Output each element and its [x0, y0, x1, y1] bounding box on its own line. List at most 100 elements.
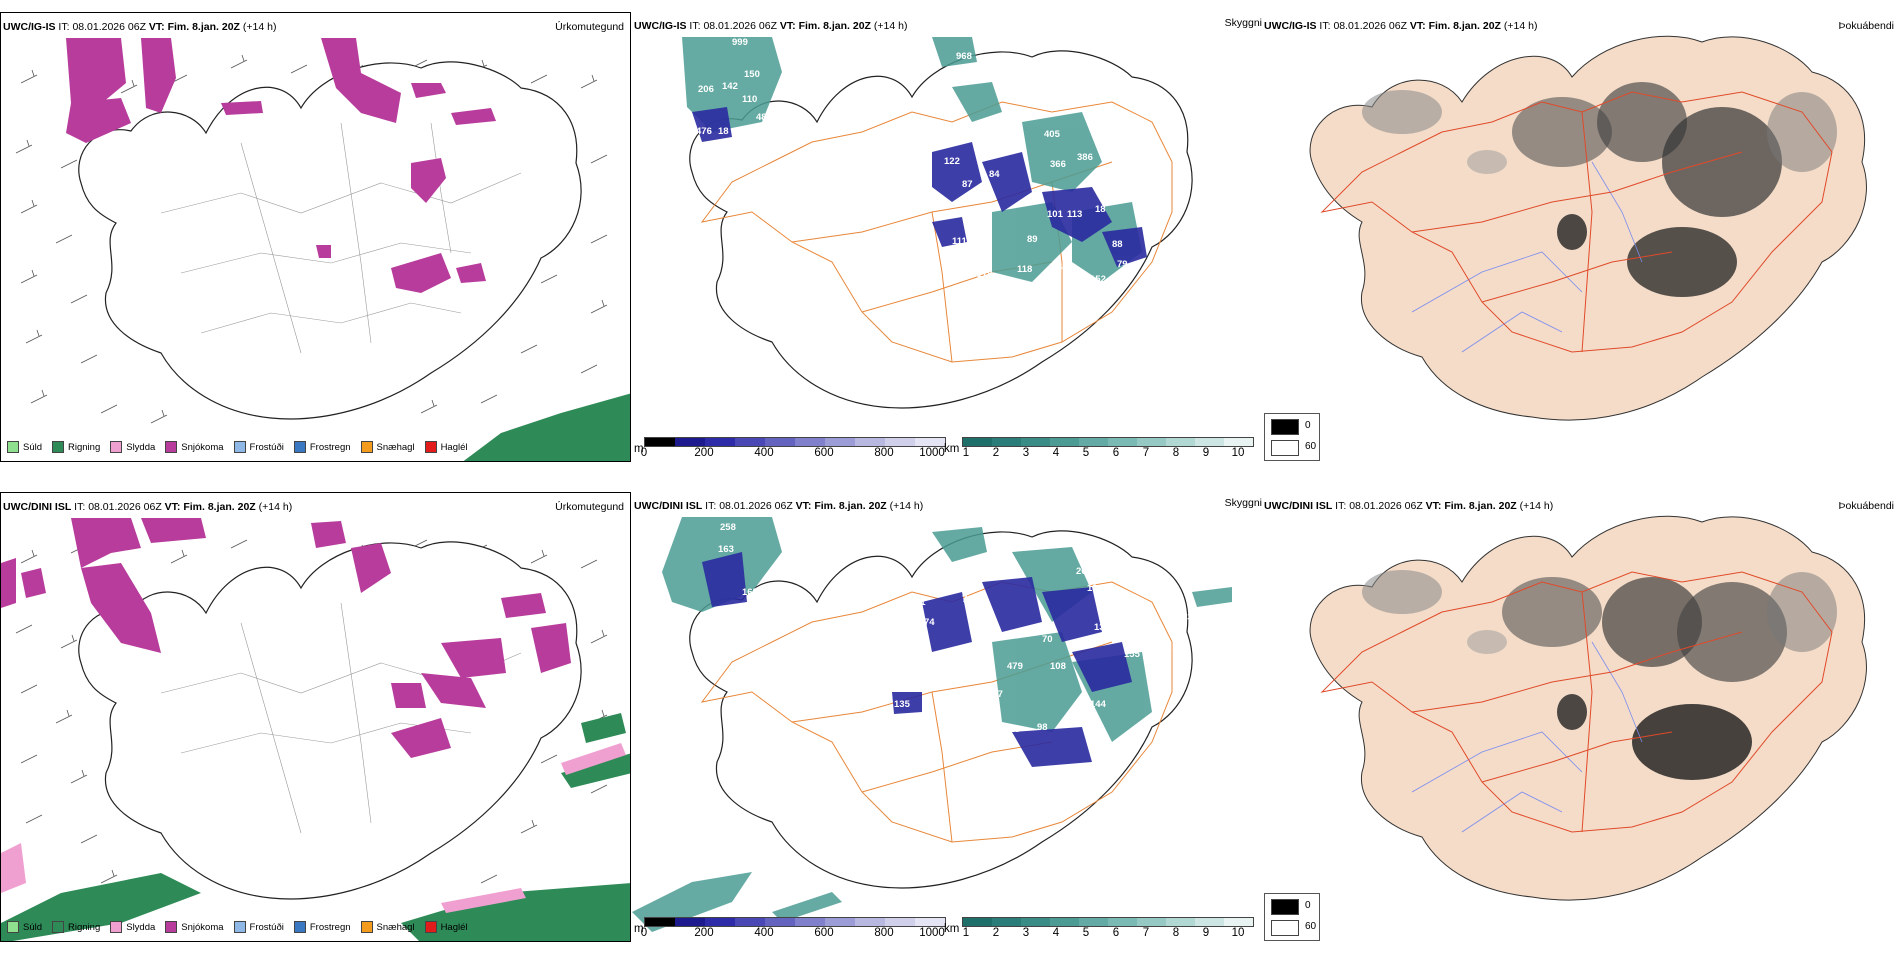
legend-item-snjokoma: Snjókoma — [165, 441, 224, 453]
vis-value: 479 — [1007, 661, 1023, 672]
legend-item-haglel: Haglél — [424, 441, 468, 453]
colorbar-tick: 1000 — [919, 927, 945, 939]
vis-value: 128 — [1004, 724, 1020, 735]
precip-type-panel-top: UWC/IG-IS IT: 08.01.2026 06Z VT: Fim. 8.… — [0, 12, 631, 462]
vis-value: 155 — [1124, 649, 1141, 660]
vis-value: 165 — [742, 587, 759, 598]
fog-panel-top: UWC/IG-IS IT: 08.01.2026 06Z VT: Fim. 8.… — [1262, 12, 1900, 462]
terrain-lines — [160, 122, 522, 354]
vis-value: 108 — [1050, 661, 1066, 672]
colorbar-tick: 4 — [1052, 447, 1060, 459]
vis-value: 174 — [1098, 566, 1115, 577]
colorbar-tick: 3 — [1022, 927, 1030, 939]
fog-panel-bottom: UWC/DINI ISL IT: 08.01.2026 06Z VT: Fim.… — [1262, 492, 1900, 942]
colorbar-tick: 800 — [874, 447, 894, 459]
bottom-row: UWC/DINI ISL IT: 08.01.2026 06Z VT: Fim.… — [0, 492, 1900, 962]
colorbar-tick: 400 — [754, 447, 774, 459]
colorbar-tick: 9 — [1202, 447, 1210, 459]
fog-legend: 0 60 — [1264, 893, 1320, 941]
vis-value: 118 — [977, 269, 992, 280]
vis-value: 999 — [732, 37, 748, 48]
visibility-values: 258 163 165 91 74 57 206 174 104 183 139… — [718, 522, 1198, 735]
vis-value: 627 — [987, 689, 1003, 700]
colorbar-tick: 4 — [1052, 927, 1060, 939]
colorbar-tick: 8 — [1172, 447, 1180, 459]
panel-type-label: Skyggni — [1224, 497, 1262, 509]
panel-type-label: Þokuábendi — [1838, 500, 1894, 512]
vis-value: 476 — [696, 126, 712, 137]
vis-value: 386 — [1077, 152, 1093, 163]
colorbar-tick: 5 — [1082, 927, 1090, 939]
legend-item-haglel: Haglél — [424, 921, 468, 933]
fog-legend: 0 60 — [1264, 413, 1320, 461]
vis-value: 485 — [756, 112, 773, 123]
colorbar-tick: 1000 — [919, 447, 945, 459]
precip-legend: Súld Rigning Slydda Snjókoma Frostúði Fr… — [7, 921, 468, 933]
vis-value: 206 — [1076, 566, 1092, 577]
legend-item-sudl: Súld — [7, 441, 42, 453]
vis-value: 345 — [1027, 99, 1044, 110]
vis-value: 144 — [1090, 699, 1107, 710]
vis-value: 89 — [1027, 234, 1038, 245]
colorbar-tick: 600 — [814, 927, 834, 939]
panel-type-label: Þokuábendi — [1838, 20, 1894, 32]
vis-value: 139 — [1094, 622, 1110, 633]
cloud-base-unit: m — [634, 923, 644, 935]
colorbar-tick: 10 — [1231, 447, 1245, 459]
colorbar-tick: 2 — [992, 447, 1000, 459]
vis-value: 118 — [1017, 264, 1032, 275]
run-title: UWC/IG-IS IT: 08.01.2026 06Z VT: Fim. 8.… — [1264, 20, 1538, 32]
vis-value: 162 — [1102, 169, 1118, 180]
vis-value: 366 — [1050, 159, 1066, 170]
legend-item-slydda: Slydda — [110, 441, 155, 453]
colorbar-tick: 8 — [1172, 927, 1180, 939]
precip-type-map-top — [15, 38, 630, 461]
legend-item-snaehagl: Snæhagl — [360, 921, 415, 933]
colorbar-tick: 5 — [1082, 447, 1090, 459]
visibility-panel-bottom: 258 163 165 91 74 57 206 174 104 183 139… — [632, 492, 1262, 942]
legend-item-frostudi: Frostúði — [233, 921, 284, 933]
precip-type-panel-bottom: UWC/DINI ISL IT: 08.01.2026 06Z VT: Fim.… — [0, 492, 631, 942]
cloud-base-colorbar: 0 200 400 600 800 1000 — [640, 917, 946, 940]
low-cloud-base-areas — [692, 107, 1147, 267]
vis-value: 84 — [1052, 262, 1063, 273]
run-title: UWC/IG-IS IT: 08.01.2026 06Z VT: Fim. 8.… — [634, 20, 908, 32]
visibility-map-bottom: 258 163 165 91 74 57 206 174 104 183 139… — [632, 517, 1232, 932]
colorbar-tick: 0 — [640, 927, 648, 939]
panel-type-label: Úrkomutegund — [555, 501, 624, 513]
vis-value: 57 — [972, 609, 983, 620]
rivers — [1411, 641, 1643, 833]
legend-item-frostudi: Frostúði — [233, 441, 284, 453]
vis-value: 104 — [1087, 583, 1104, 594]
colorbar-tick: 400 — [754, 927, 774, 939]
colorbar-tick: 1 — [962, 447, 970, 459]
snow-areas — [66, 38, 496, 293]
vis-value: 18 — [1095, 204, 1106, 215]
vis-value: 73 — [962, 594, 973, 605]
vis-value: 110 — [742, 94, 757, 105]
iceland-outline — [78, 61, 582, 420]
vis-value: 74 — [924, 617, 935, 628]
visibility-unit: km — [944, 443, 960, 455]
vis-value: 152 — [1090, 274, 1106, 285]
vis-value: 111 — [952, 236, 968, 247]
vis-value: 135 — [894, 699, 911, 710]
visibility-panel-top: 999 968 206 142 150 110 485 476 18 345 4… — [632, 12, 1262, 462]
vis-value: 968 — [956, 51, 972, 62]
colorbar-tick: 7 — [1142, 927, 1150, 939]
visibility-colorbar: 1 2 3 4 5 6 7 8 9 10 — [962, 437, 1254, 460]
fog-roads — [1320, 571, 1833, 833]
colorbar-tick: 2 — [992, 927, 1000, 939]
fog-map-bottom — [1309, 515, 1867, 901]
vis-value: 113 — [1067, 209, 1082, 220]
run-title: UWC/DINI ISL IT: 08.01.2026 06Z VT: Fim.… — [3, 501, 293, 513]
vis-value: 84 — [989, 169, 1000, 180]
legend-item-sudl: Súld — [7, 921, 42, 933]
colorbar-tick: 10 — [1231, 927, 1245, 939]
vis-value: 258 — [720, 522, 736, 533]
colorbar-tick: 200 — [694, 927, 714, 939]
colorbar-tick: 6 — [1112, 447, 1120, 459]
colorbar-tick: 3 — [1022, 447, 1030, 459]
precip-legend: Súld Rigning Slydda Snjókoma Frostúði Fr… — [7, 441, 468, 453]
fog-shading — [1362, 82, 1837, 297]
